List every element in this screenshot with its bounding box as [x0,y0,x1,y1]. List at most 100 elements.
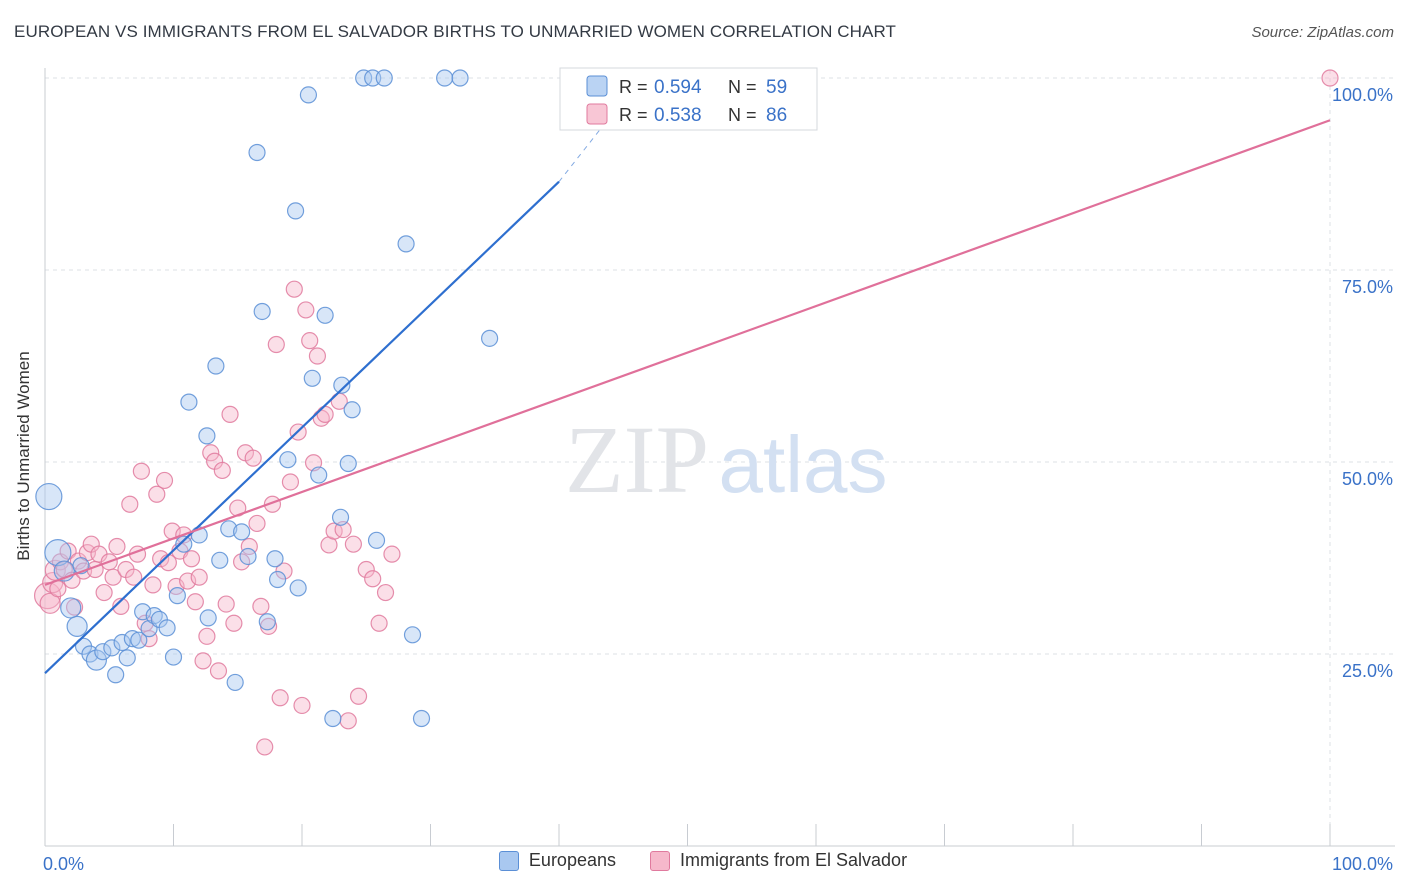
point-europeans [158,619,176,637]
point-europeans [367,531,386,549]
watermark: ZIP atlas [565,406,887,513]
point-europeans [343,401,361,419]
point-immigrants [59,542,77,560]
point-europeans [355,69,373,87]
point-immigrants [39,592,61,614]
trend-line-immigrants [44,119,1331,586]
x-tick-label: 100.0% [1332,854,1393,874]
y-tick-label: 50.0% [1342,469,1393,489]
point-immigrants [285,280,303,298]
point-immigrants [155,471,174,490]
point-europeans [436,69,454,87]
point-europeans [113,633,131,652]
legend-swatch [586,103,608,125]
series-europeans [35,69,499,728]
point-europeans [207,357,225,375]
point-immigrants [209,662,228,680]
point-europeans [130,631,148,649]
point-immigrants [301,332,319,350]
point-immigrants [112,597,130,615]
point-immigrants [370,614,388,632]
point-europeans [375,69,393,87]
legend-swatch-immigrants [650,850,670,871]
point-immigrants [108,537,126,556]
point-immigrants [357,560,375,579]
point-immigrants [252,597,270,615]
point-europeans [310,466,328,484]
point-europeans [299,86,318,104]
point-immigrants [198,627,216,645]
point-immigrants [221,405,239,423]
point-immigrants [267,335,285,354]
point-immigrants [271,689,289,707]
point-europeans [175,535,193,553]
point-immigrants [202,444,220,462]
point-immigrants [349,687,368,705]
point-europeans [107,666,125,684]
legend-n-value: 86 [766,105,787,126]
point-immigrants [213,461,231,480]
legend-label-immigrants: Immigrants from El Salvador [680,850,908,870]
point-immigrants [316,405,334,423]
point-europeans [94,643,112,661]
point-immigrants [217,595,235,613]
point-immigrants [1321,69,1339,87]
y-tick-label: 75.0% [1342,277,1393,297]
y-tick-label: 100.0% [1332,85,1393,105]
point-europeans [123,630,141,648]
point-europeans [481,329,499,347]
point-europeans [103,639,121,657]
point-immigrants [125,568,143,586]
point-immigrants [248,514,266,533]
point-europeans [412,709,431,728]
legend-r-value: 0.594 [654,77,702,98]
point-immigrants [144,576,162,594]
point-europeans [199,609,217,627]
point-immigrants [225,614,243,632]
point-europeans [286,202,305,220]
point-immigrants [256,738,274,756]
point-immigrants [190,568,208,586]
point-europeans [220,520,238,538]
point-immigrants [104,568,122,586]
point-europeans [164,648,183,666]
watermark-atlas: atlas [719,420,888,509]
legend-r-value: 0.538 [654,105,702,126]
legend-label-europeans: Europeans [528,850,616,870]
legend-r-label: R = [619,105,648,125]
point-europeans [289,579,307,597]
point-europeans [198,427,216,445]
point-europeans [35,482,63,511]
point-immigrants [132,462,150,480]
chart-title: EUROPEAN VS IMMIGRANTS FROM EL SALVADOR … [14,22,897,41]
point-immigrants [281,473,300,491]
legend-item-europeans[interactable]: Europeans [498,850,616,871]
point-immigrants [339,712,357,730]
x-tick-label: 0.0% [43,854,84,874]
legend-n-label: N = [728,77,757,97]
point-europeans [118,649,136,667]
point-europeans [403,626,422,644]
bottom-legend: Europeans Immigrants from El Salvador [0,850,1406,871]
point-immigrants [308,347,327,365]
tick-labels: 25.0% 50.0% 75.0% 100.0% 0.0% 100.0% [43,85,1393,874]
point-immigrants [95,583,113,602]
point-immigrants [194,652,212,670]
point-europeans [451,69,469,87]
y-tick-label: 25.0% [1342,661,1393,681]
source-label: Source: ZipAtlas.com [1251,24,1394,41]
point-europeans [316,306,334,324]
legend-swatch [586,75,608,97]
trend-line-europeans [44,180,560,674]
correlation-legend: R = 0.594 N = 59 R = 0.538 N = 86 [559,67,818,131]
point-europeans [258,613,276,631]
point-immigrants [344,535,362,553]
watermark-zip: ZIP [565,406,709,513]
point-europeans [44,539,72,567]
legend-item-immigrants[interactable]: Immigrants from El Salvador [650,850,907,871]
legend-r-label: R = [619,77,648,97]
point-immigrants [148,485,166,503]
legend-n-label: N = [728,105,757,125]
trend-extension-europeans [558,116,611,182]
